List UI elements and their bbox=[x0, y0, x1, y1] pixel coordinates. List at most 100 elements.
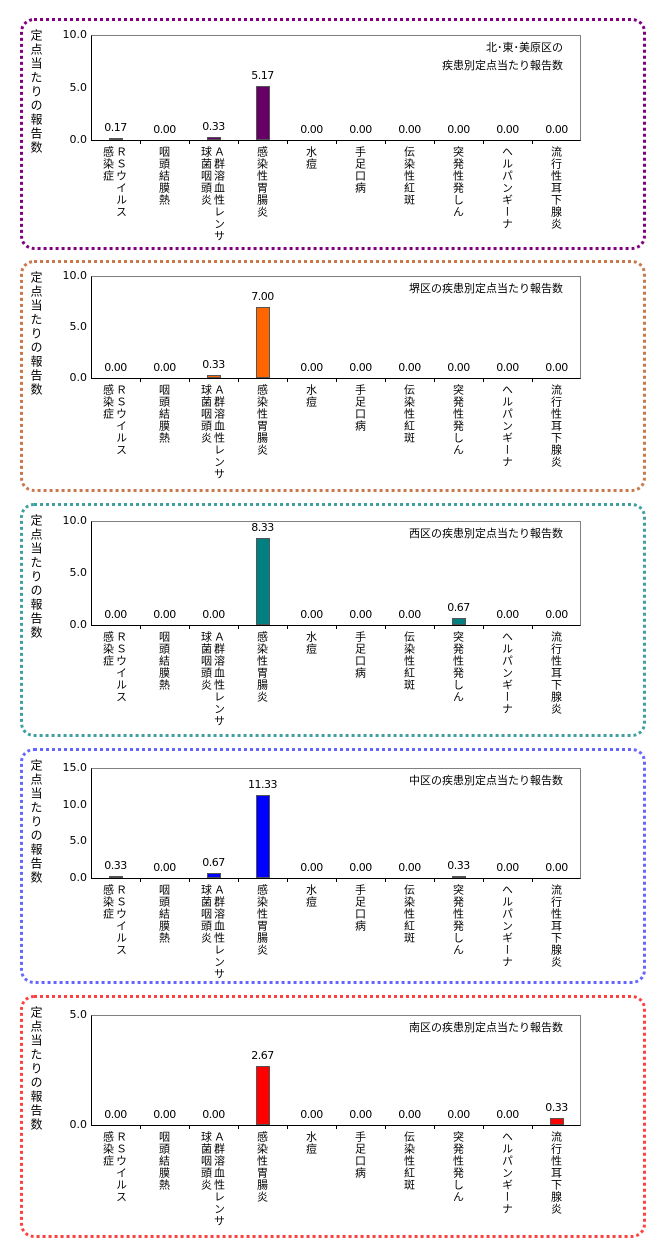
x-category-label: 突発性発しん bbox=[451, 631, 465, 703]
data-label: 0.00 bbox=[349, 861, 372, 874]
data-label: 7.00 bbox=[251, 289, 274, 303]
data-label: 0.00 bbox=[153, 1108, 176, 1121]
data-label: 0.67 bbox=[447, 601, 470, 615]
data-label: 0.00 bbox=[349, 608, 372, 621]
x-category-label: ＲＳウイルス 感染症 bbox=[101, 384, 128, 456]
x-category-label: 手足口病 bbox=[353, 631, 367, 679]
data-label: 0.33 bbox=[104, 858, 127, 872]
data-label: 8.33 bbox=[251, 521, 274, 535]
data-label: 0.00 bbox=[349, 361, 372, 374]
x-category-label: 感染性胃腸炎 bbox=[255, 884, 269, 956]
data-label: 11.33 bbox=[248, 777, 278, 791]
chart-title: 中区の疾患別定点当たり報告数 bbox=[409, 774, 563, 787]
chart-title: 北･東･美原区の 疾患別定点当たり報告数 bbox=[442, 41, 563, 72]
x-category-label: ヘルパンギーナ bbox=[500, 884, 514, 968]
x-category-label: ＲＳウイルス 感染症 bbox=[101, 1131, 128, 1203]
x-category-label: 手足口病 bbox=[353, 146, 367, 194]
data-label: 0.00 bbox=[349, 123, 372, 136]
x-category-label: 水痘 bbox=[304, 1131, 318, 1155]
data-label: 0.00 bbox=[545, 361, 568, 374]
data-label: 0.00 bbox=[300, 1108, 323, 1121]
x-category-label: 手足口病 bbox=[353, 1131, 367, 1179]
data-label: 0.33 bbox=[447, 858, 470, 872]
bar bbox=[255, 1066, 270, 1125]
bar bbox=[255, 794, 270, 878]
data-label: 0.00 bbox=[153, 861, 176, 874]
x-category-label: ＲＳウイルス 感染症 bbox=[101, 631, 128, 703]
x-tick bbox=[483, 1125, 484, 1129]
x-tick bbox=[483, 878, 484, 882]
y-tick-label: 0.0 bbox=[69, 371, 88, 384]
chart-panel: 定点当たりの報告数 0.0 5.0 10.0 北･東･美原区の 疾患別定点当たり報告数 0… bbox=[20, 18, 646, 250]
y-tick-label: 5.0 bbox=[69, 1008, 88, 1021]
x-tick bbox=[287, 378, 288, 382]
data-label: 0.00 bbox=[202, 1108, 225, 1121]
x-category-label: 伝染性紅斑 bbox=[402, 631, 416, 691]
x-category-label: ヘルパンギーナ bbox=[500, 631, 514, 715]
data-label: 0.00 bbox=[545, 861, 568, 874]
data-label: 0.33 bbox=[545, 1100, 568, 1114]
x-category-label: 流行性耳下腺炎 bbox=[549, 146, 563, 230]
x-category-label: 突発性発しん bbox=[451, 384, 465, 456]
x-category-label: 感染性胃腸炎 bbox=[255, 1131, 269, 1203]
data-label: 0.00 bbox=[496, 361, 519, 374]
data-label: 0.00 bbox=[300, 608, 323, 621]
x-tick bbox=[532, 625, 533, 629]
x-category-label: 水痘 bbox=[304, 384, 318, 408]
x-tick bbox=[238, 378, 239, 382]
x-category-label: Ａ群溶血性レンサ 球菌咽頭炎 bbox=[199, 1131, 226, 1227]
data-label: 0.00 bbox=[545, 123, 568, 136]
data-label: 0.00 bbox=[398, 123, 421, 136]
y-axis-label: 定点当たりの報告数 bbox=[29, 1006, 43, 1132]
data-label: 0.00 bbox=[300, 861, 323, 874]
chart-panel: 定点当たりの報告数 0.0 5.0 10.0 西区の疾患別定点当たり報告数 0.00 ＲＳウ… bbox=[20, 503, 646, 737]
y-tick-label: 0.0 bbox=[69, 871, 88, 884]
bar bbox=[108, 875, 123, 878]
data-label: 0.00 bbox=[545, 608, 568, 621]
x-category-label: Ａ群溶血性レンサ 球菌咽頭炎 bbox=[199, 631, 226, 727]
x-category-label: 突発性発しん bbox=[451, 1131, 465, 1203]
x-tick bbox=[189, 1125, 190, 1129]
x-tick bbox=[385, 378, 386, 382]
x-category-label: 伝染性紅斑 bbox=[402, 1131, 416, 1191]
y-tick-label: 5.0 bbox=[69, 566, 88, 579]
x-tick bbox=[385, 1125, 386, 1129]
data-label: 0.00 bbox=[496, 123, 519, 136]
x-tick bbox=[140, 625, 141, 629]
data-label: 0.00 bbox=[398, 861, 421, 874]
x-tick bbox=[140, 140, 141, 144]
y-axis-label: 定点当たりの報告数 bbox=[29, 29, 43, 155]
data-label: 0.00 bbox=[447, 1108, 470, 1121]
x-category-label: 水痘 bbox=[304, 631, 318, 655]
bar bbox=[549, 1117, 564, 1125]
x-tick bbox=[238, 140, 239, 144]
x-tick bbox=[189, 140, 190, 144]
bar bbox=[206, 374, 221, 378]
x-tick bbox=[483, 378, 484, 382]
y-tick-label: 0.0 bbox=[69, 618, 88, 631]
data-label: 0.00 bbox=[104, 1108, 127, 1121]
y-tick-label: 15.0 bbox=[62, 761, 88, 774]
x-category-label: 水痘 bbox=[304, 884, 318, 908]
x-tick bbox=[336, 1125, 337, 1129]
y-axis-label: 定点当たりの報告数 bbox=[29, 514, 43, 640]
x-tick bbox=[140, 1125, 141, 1129]
x-tick bbox=[336, 625, 337, 629]
x-category-label: ヘルパンギーナ bbox=[500, 146, 514, 230]
y-tick-label: 0.0 bbox=[69, 1118, 88, 1131]
bar bbox=[206, 873, 221, 878]
bar bbox=[206, 136, 221, 140]
chart-title: 堺区の疾患別定点当たり報告数 bbox=[409, 282, 563, 295]
data-label: 0.00 bbox=[398, 361, 421, 374]
x-category-label: 流行性耳下腺炎 bbox=[549, 384, 563, 468]
x-category-label: Ａ群溶血性レンサ 球菌咽頭炎 bbox=[199, 384, 226, 480]
x-category-label: 伝染性紅斑 bbox=[402, 146, 416, 206]
x-tick bbox=[336, 140, 337, 144]
x-category-label: 流行性耳下腺炎 bbox=[549, 884, 563, 968]
x-category-label: 伝染性紅斑 bbox=[402, 384, 416, 444]
y-tick-label: 10.0 bbox=[62, 514, 88, 527]
x-category-label: 手足口病 bbox=[353, 384, 367, 432]
x-tick bbox=[238, 878, 239, 882]
x-tick bbox=[189, 878, 190, 882]
x-tick bbox=[434, 625, 435, 629]
